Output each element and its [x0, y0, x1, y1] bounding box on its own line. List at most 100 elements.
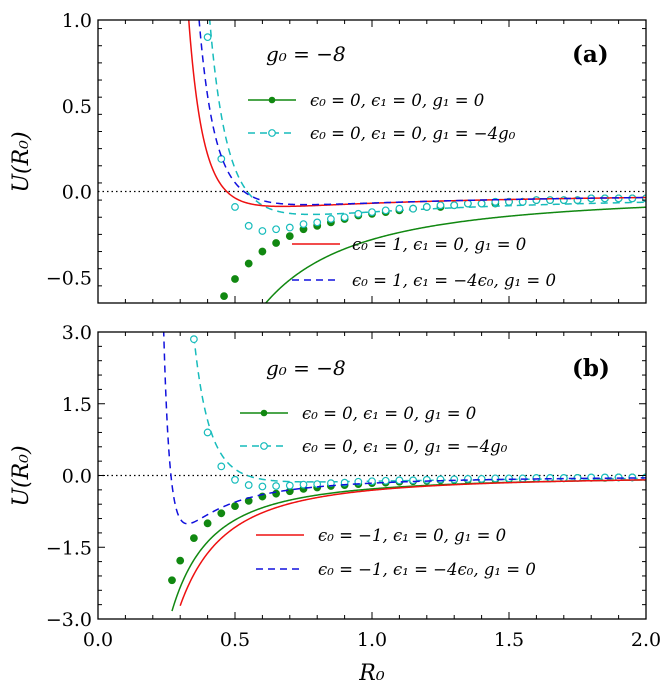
- panel-b: 0.0 0.5 1.0 1.5 2.0 −3.0 −1.5 0.0 1.5 3.0 U(R₀) R…: [9, 322, 661, 686]
- series-b-0-point: [203, 519, 212, 528]
- series-b-1-point: [258, 482, 267, 491]
- legend-b-entry-0: ϵ₀ = 0, ϵ₁ = 0, g₁ = 0: [240, 404, 476, 423]
- series-b-0-line: [171, 479, 646, 612]
- series-b-1-point: [203, 428, 212, 437]
- series-a-0-point: [231, 275, 239, 283]
- panel-a: −0.5 0.0 0.5 1.0 U(R₀) g₀ = −8 (a) ϵ₀ = 0, …: [9, 10, 647, 304]
- series-a-1-point: [354, 209, 363, 218]
- series-b-1-point: [189, 335, 198, 344]
- legend-a-entry-2: ϵ₀ = 1, ϵ₁ = 0, g₁ = 0: [292, 235, 526, 254]
- panel-b-xtick-label: 2.0: [631, 629, 661, 651]
- panel-b-annotation: g₀ = −8: [266, 356, 346, 380]
- panel-a-tag: (a): [572, 41, 609, 68]
- series-a-1-point: [368, 208, 376, 216]
- panel-a-ytick-label: 0.0: [62, 182, 92, 204]
- series-a-1-point: [532, 196, 541, 204]
- series-a-1-point: [340, 213, 349, 222]
- series-b-1-point: [422, 475, 431, 484]
- panel-b-ytick-label: 3.0: [62, 322, 92, 344]
- panel-a-ytick-label: 0.5: [62, 96, 92, 118]
- series-b-1-point: [231, 475, 239, 484]
- series-b-1-point: [532, 473, 541, 482]
- series-b-1-point: [450, 475, 459, 484]
- series-b-1-point: [327, 479, 335, 488]
- series-b-2-line: [179, 479, 646, 606]
- series-a-1-point: [422, 203, 431, 211]
- series-a-1-point: [258, 227, 267, 235]
- legend-a-marker-1: [268, 129, 276, 137]
- series-b-1-point: [505, 474, 513, 483]
- series-b-0-point: [217, 509, 226, 518]
- panel-b-ytick-label: 0.0: [62, 466, 92, 488]
- legend-b-label-2: ϵ₀ = −1, ϵ₁ = 0, g₁ = 0: [318, 526, 506, 545]
- legend-b-entry-3: ϵ₀ = −1, ϵ₁ = −4ϵ₀, g₁ = 0: [256, 560, 536, 579]
- panel-a-ytick-label: −0.5: [46, 267, 92, 289]
- panel-b-xtick-label: 1.5: [494, 629, 524, 651]
- legend-b-label-1: ϵ₀ = 0, ϵ₁ = 0, g₁ = −4g₀: [302, 437, 508, 456]
- series-b-1-point: [381, 476, 390, 485]
- panel-a-ticks: −0.5 0.0 0.5 1.0: [46, 10, 647, 304]
- series-a-0-point: [272, 239, 281, 247]
- panel-b-ytick-label: −1.5: [46, 537, 92, 559]
- legend-b-label-0: ϵ₀ = 0, ϵ₁ = 0, g₁ = 0: [302, 404, 476, 423]
- legend-a-entry-0: ϵ₀ = 0, ϵ₁ = 0, g₁ = 0: [248, 91, 484, 110]
- series-a-0-point: [258, 247, 267, 256]
- series-b-1-point: [491, 474, 500, 483]
- series-a-1-point: [477, 199, 486, 208]
- panel-b-tag: (b): [572, 355, 610, 382]
- panel-a-frame: [97, 19, 647, 304]
- panel-a-series-layer: [188, 20, 646, 303]
- series-a-1-point: [299, 220, 308, 229]
- series-b-1-point: [477, 474, 486, 483]
- series-b-1-point: [409, 476, 418, 485]
- series-b-1-point: [285, 481, 294, 490]
- series-a-1-point: [203, 33, 212, 42]
- panel-b-ticks: 0.0 0.5 1.0 1.5 2.0 −3.0 −1.5 0.0 1.5 3.0: [46, 322, 661, 651]
- series-a-0-point: [285, 232, 294, 241]
- legend-a-label-0: ϵ₀ = 0, ϵ₁ = 0, g₁ = 0: [310, 91, 484, 110]
- series-a-1-point: [395, 204, 404, 213]
- series-a-0-point: [244, 259, 253, 268]
- legend-a-label-2: ϵ₀ = 1, ϵ₁ = 0, g₁ = 0: [352, 235, 526, 254]
- panel-b-xtick-label: 1.0: [357, 629, 387, 651]
- series-b-0-point: [231, 502, 239, 511]
- panel-a-legend: ϵ₀ = 0, ϵ₁ = 0, g₁ = 0 ϵ₀ = 0, ϵ₁ = 0, g…: [248, 91, 556, 290]
- panel-b-series-layer: [162, 332, 646, 612]
- series-a-1-point: [244, 221, 253, 230]
- panel-a-ylabel: U(R₀): [9, 131, 34, 192]
- legend-b-marker-1: [260, 442, 268, 450]
- series-a-1-point: [546, 196, 554, 204]
- series-a-1-point: [327, 215, 335, 223]
- series-a-1-point: [231, 203, 239, 211]
- legend-b-marker-0: [260, 409, 268, 417]
- legend-a-label-1: ϵ₀ = 0, ϵ₁ = 0, g₁ = −4g₀: [310, 124, 516, 143]
- series-b-1-point: [217, 462, 226, 471]
- panel-b-ytick-label: 1.5: [62, 394, 92, 416]
- series-b-3-line: [162, 332, 646, 525]
- panel-b-xlabel: R₀: [358, 661, 385, 686]
- series-a-1-point: [450, 201, 459, 210]
- panel-a-annotation: g₀ = −8: [266, 42, 346, 66]
- series-a-0-point: [220, 292, 228, 301]
- legend-b-label-3: ϵ₀ = −1, ϵ₁ = −4ϵ₀, g₁ = 0: [318, 560, 536, 579]
- panel-b-xtick-label: 0.0: [83, 629, 113, 651]
- series-a-3-line: [198, 20, 646, 206]
- series-b-1-point: [546, 473, 554, 482]
- legend-a-label-3: ϵ₀ = 1, ϵ₁ = −4ϵ₀, g₁ = 0: [352, 271, 556, 290]
- series-b-1-point: [299, 480, 308, 489]
- panel-b-plot-area: [162, 332, 646, 612]
- series-b-1-point: [587, 473, 596, 482]
- legend-a-marker-0: [268, 96, 276, 104]
- series-b-0-point: [168, 576, 176, 585]
- panel-b-xtick-label: 0.5: [220, 629, 250, 651]
- panel-a-ytick-label: 1.0: [62, 10, 92, 32]
- series-a-0-line: [264, 206, 646, 303]
- series-a-1-point: [436, 201, 445, 210]
- series-b-0-point: [189, 534, 198, 543]
- panel-b-ylabel: U(R₀): [9, 445, 34, 506]
- series-a-1-point: [285, 223, 294, 232]
- panel-b-legend: ϵ₀ = 0, ϵ₁ = 0, g₁ = 0 ϵ₀ = 0, ϵ₁ = 0, g…: [240, 404, 536, 579]
- series-a-1-point: [272, 225, 281, 234]
- series-b-0-point: [176, 556, 185, 565]
